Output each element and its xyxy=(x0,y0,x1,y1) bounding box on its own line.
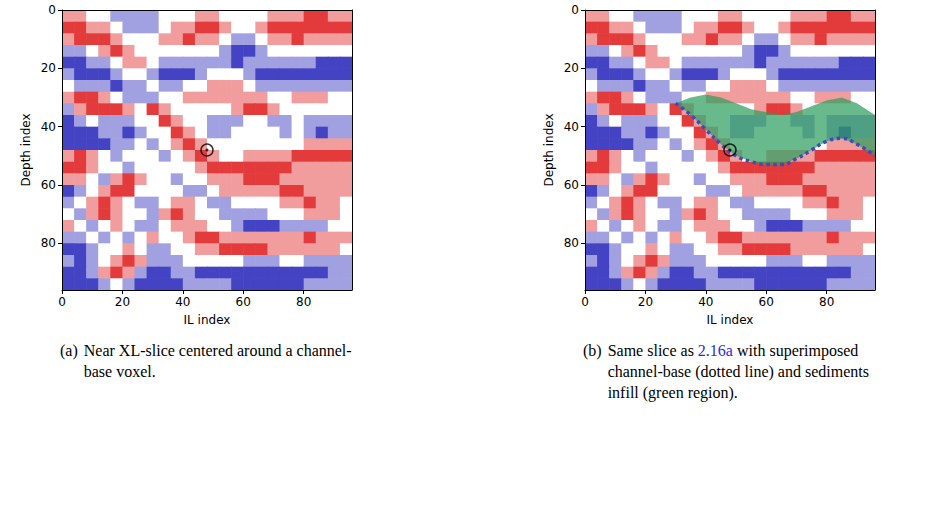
svg-text:0: 0 xyxy=(58,295,66,309)
svg-text:80: 80 xyxy=(41,236,56,250)
svg-text:60: 60 xyxy=(564,178,579,192)
svg-text:80: 80 xyxy=(296,295,311,309)
svg-text:0: 0 xyxy=(48,3,56,17)
svg-text:60: 60 xyxy=(236,295,251,309)
svg-text:20: 20 xyxy=(115,295,130,309)
svg-text:Depth index: Depth index xyxy=(19,113,33,186)
svg-text:20: 20 xyxy=(638,295,653,309)
svg-text:0: 0 xyxy=(571,3,579,17)
html-text:(b) Same slice as 2.16a with s: (b) Same slice as 2.16a with superimpose… xyxy=(583,342,869,401)
svg-text:60: 60 xyxy=(41,178,56,192)
svg-text:20: 20 xyxy=(564,61,579,75)
svg-text:0: 0 xyxy=(581,295,589,309)
svg-text:80: 80 xyxy=(819,295,834,309)
svg-text:40: 40 xyxy=(698,295,713,309)
svg-text:40: 40 xyxy=(41,120,56,134)
svg-text:Depth index: Depth index xyxy=(542,113,556,186)
svg-text:IL index: IL index xyxy=(184,313,231,327)
svg-text:20: 20 xyxy=(41,61,56,75)
svg-text:40: 40 xyxy=(564,120,579,134)
svg-text:60: 60 xyxy=(759,295,774,309)
svg-text:80: 80 xyxy=(564,236,579,250)
svg-text:40: 40 xyxy=(175,295,190,309)
html-text:(a) Near XL-slice centered aro: (a) Near XL-slice centered around a chan… xyxy=(60,342,352,380)
svg-text:IL index: IL index xyxy=(707,313,754,327)
